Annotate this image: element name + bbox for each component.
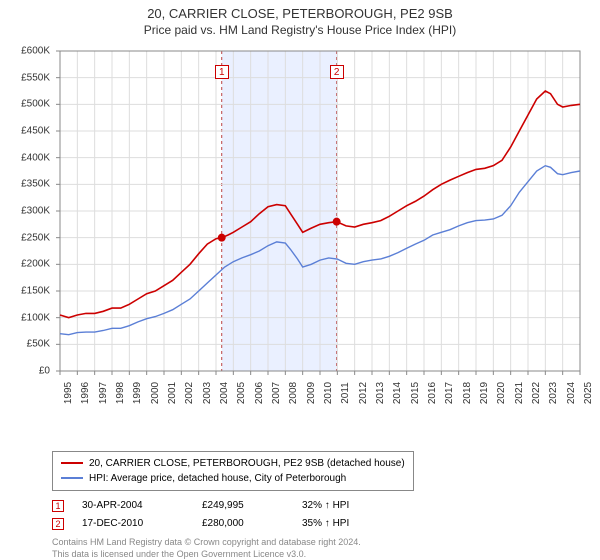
xtick-label: 2007 [271, 382, 282, 404]
ytick-label: £450K [10, 125, 50, 136]
xtick-label: 2023 [548, 382, 559, 404]
xtick-label: 2019 [479, 382, 490, 404]
xtick-label: 2012 [358, 382, 369, 404]
xtick-label: 2011 [340, 382, 351, 404]
xtick-label: 2002 [184, 382, 195, 404]
xtick-label: 1999 [132, 382, 143, 404]
ytick-label: £200K [10, 259, 50, 270]
sale-price: £249,995 [202, 497, 302, 515]
footnote-line2: This data is licensed under the Open Gov… [52, 549, 590, 560]
ytick-label: £150K [10, 285, 50, 296]
xtick-label: 2013 [375, 382, 386, 404]
xtick-label: 2004 [219, 382, 230, 404]
xtick-label: 2001 [167, 382, 178, 404]
xtick-label: 1998 [115, 382, 126, 404]
legend: 20, CARRIER CLOSE, PETERBOROUGH, PE2 9SB… [52, 451, 414, 491]
legend-row: HPI: Average price, detached house, City… [61, 471, 405, 486]
xtick-label: 2014 [392, 382, 403, 404]
sale-marker-2: 2 [330, 65, 344, 79]
xtick-label: 2008 [288, 382, 299, 404]
chart-subtitle: Price paid vs. HM Land Registry's House … [10, 23, 590, 37]
xtick-label: 1996 [80, 382, 91, 404]
sale-price: £280,000 [202, 515, 302, 533]
xtick-label: 1995 [63, 382, 74, 404]
legend-label: 20, CARRIER CLOSE, PETERBOROUGH, PE2 9SB… [89, 456, 405, 471]
xtick-label: 1997 [98, 382, 109, 404]
sale-marker-1: 1 [215, 65, 229, 79]
sale-hpi: 32% ↑ HPI [302, 497, 402, 515]
sale-date: 17-DEC-2010 [82, 515, 202, 533]
ytick-label: £500K [10, 99, 50, 110]
chart-title: 20, CARRIER CLOSE, PETERBOROUGH, PE2 9SB [10, 6, 590, 23]
xtick-label: 2015 [410, 382, 421, 404]
sale-marker-icon: 2 [52, 518, 64, 530]
xtick-label: 2018 [462, 382, 473, 404]
legend-swatch [61, 462, 83, 464]
xtick-label: 2003 [202, 382, 213, 404]
xtick-label: 2025 [583, 382, 594, 404]
xtick-label: 2016 [427, 382, 438, 404]
sale-date: 30-APR-2004 [82, 497, 202, 515]
ytick-label: £0 [10, 365, 50, 376]
ytick-label: £100K [10, 312, 50, 323]
xtick-label: 2022 [531, 382, 542, 404]
sale-hpi: 35% ↑ HPI [302, 515, 402, 533]
xtick-label: 2024 [566, 382, 577, 404]
xtick-label: 2005 [236, 382, 247, 404]
chart-area: £0£50K£100K£150K£200K£250K£300K£350K£400… [16, 43, 586, 413]
sale-row: 1 30-APR-2004£249,99532% ↑ HPI [52, 497, 590, 515]
ytick-label: £300K [10, 205, 50, 216]
sales-table: 1 30-APR-2004£249,99532% ↑ HPI 2 17-DEC-201… [52, 497, 590, 533]
xtick-label: 2017 [444, 382, 455, 404]
ytick-label: £350K [10, 179, 50, 190]
legend-row: 20, CARRIER CLOSE, PETERBOROUGH, PE2 9SB… [61, 456, 405, 471]
sale-marker-icon: 1 [52, 500, 64, 512]
ytick-label: £250K [10, 232, 50, 243]
xtick-label: 2009 [306, 382, 317, 404]
xtick-label: 2021 [514, 382, 525, 404]
ytick-label: £550K [10, 72, 50, 83]
xtick-label: 2000 [150, 382, 161, 404]
sale-row: 2 17-DEC-2010£280,00035% ↑ HPI [52, 515, 590, 533]
ytick-label: £400K [10, 152, 50, 163]
xtick-label: 2010 [323, 382, 334, 404]
ytick-label: £50K [10, 339, 50, 350]
footnote: Contains HM Land Registry data © Crown c… [52, 537, 590, 560]
chart-svg [16, 43, 586, 413]
legend-swatch [61, 477, 83, 479]
footnote-line1: Contains HM Land Registry data © Crown c… [52, 537, 590, 549]
legend-label: HPI: Average price, detached house, City… [89, 471, 346, 486]
xtick-label: 2006 [254, 382, 265, 404]
xtick-label: 2020 [496, 382, 507, 404]
chart-container: 20, CARRIER CLOSE, PETERBOROUGH, PE2 9SB… [0, 0, 600, 560]
ytick-label: £600K [10, 45, 50, 56]
